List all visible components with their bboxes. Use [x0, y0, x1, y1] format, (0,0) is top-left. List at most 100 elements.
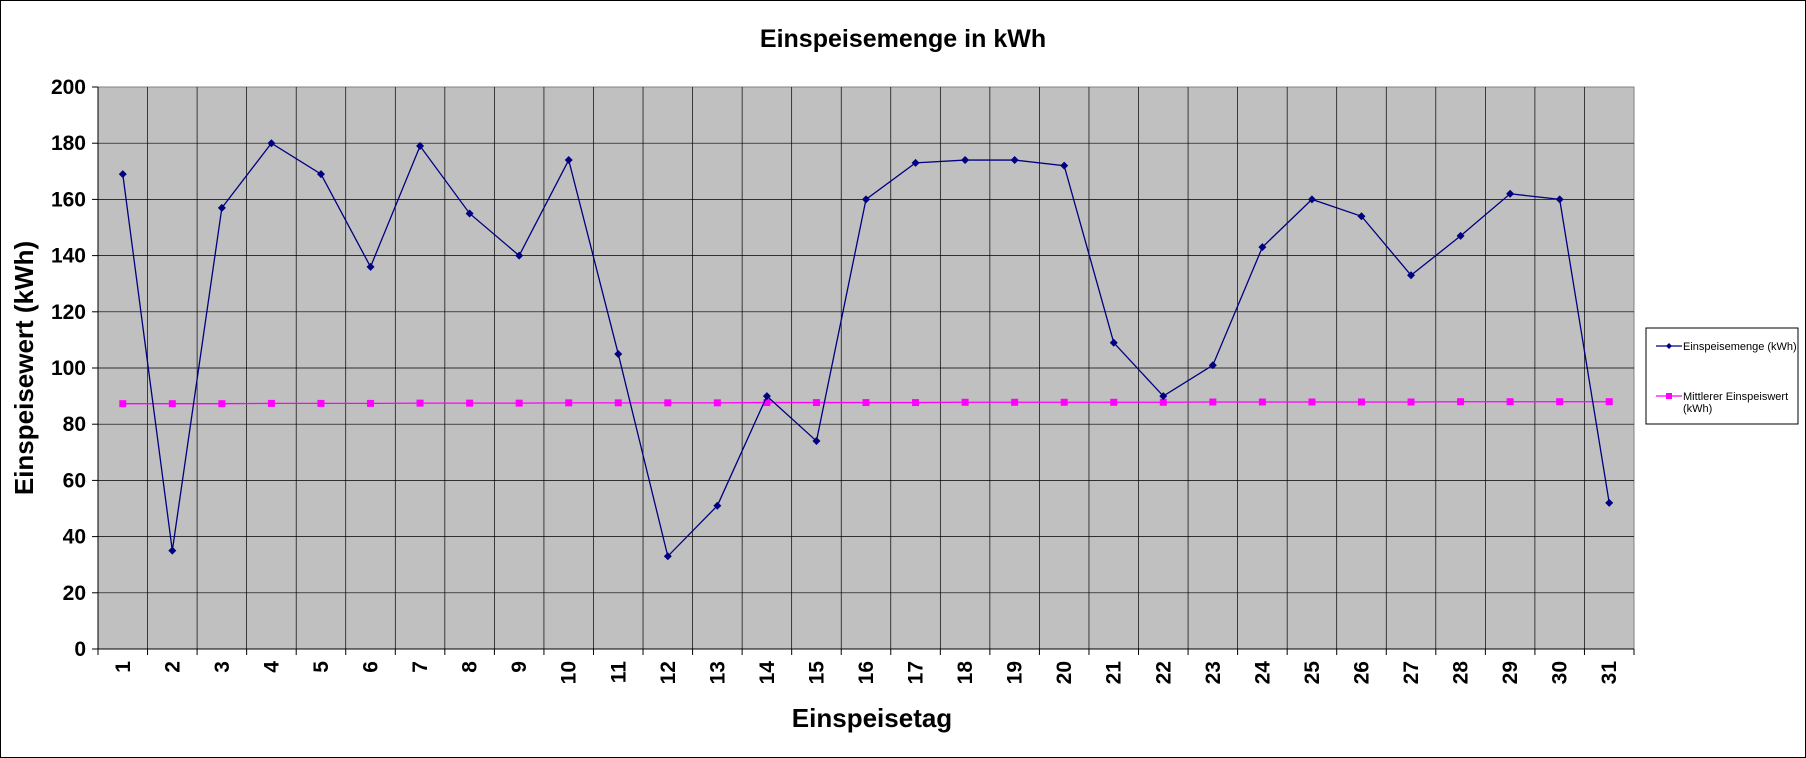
x-tick-label: 27 [1400, 661, 1423, 684]
data-point [267, 139, 276, 148]
data-point [1307, 195, 1316, 204]
data-point [218, 400, 226, 408]
x-tick-label: 2 [161, 661, 184, 673]
data-point [812, 437, 821, 446]
x-tick-label: 15 [805, 661, 828, 685]
x-tick-label: 25 [1301, 661, 1324, 685]
chart-title: Einspeisemenge in kWh [760, 25, 1046, 53]
x-tick-label: 3 [211, 661, 234, 673]
y-tick-label: 120 [51, 301, 86, 324]
x-tick-label: 5 [310, 661, 333, 673]
data-point [564, 156, 573, 165]
data-point [565, 399, 573, 407]
x-tick-label: 8 [459, 661, 482, 673]
data-point [317, 399, 325, 407]
x-tick-label: 6 [360, 661, 383, 673]
legend-label: Einspeisemenge (kWh) [1683, 341, 1797, 353]
data-point [1258, 398, 1266, 406]
data-point [1407, 271, 1416, 280]
data-point [614, 349, 623, 358]
data-point [1209, 398, 1217, 406]
data-point [1457, 398, 1465, 406]
x-tick-label: 28 [1450, 661, 1473, 685]
data-point [515, 251, 524, 260]
x-tick-label: 26 [1350, 661, 1373, 684]
y-axis-ticks: 0 20 40 60 80 100 120 140 160 180 200 [51, 76, 98, 661]
y-tick-label: 80 [63, 413, 86, 436]
x-tick-label: 20 [1053, 661, 1076, 684]
legend-marker [1666, 393, 1672, 399]
data-point [1011, 398, 1019, 406]
data-point [1605, 498, 1614, 507]
y-tick-label: 100 [51, 357, 86, 380]
x-tick-label: 18 [954, 661, 977, 685]
data-point [812, 399, 820, 407]
data-point [663, 552, 672, 561]
data-point [862, 399, 870, 407]
data-point [1506, 398, 1514, 406]
legend-box [1645, 327, 1799, 425]
data-point [762, 392, 771, 401]
legend-label-line: (kWh) [1683, 403, 1712, 415]
x-tick-label: 29 [1499, 661, 1522, 684]
data-point [1357, 212, 1366, 221]
data-point [664, 399, 672, 407]
legend-label: Mittlerer Einspeiswert (kWh) [1683, 391, 1788, 415]
y-axis-title: Einspeisewert (kWh) [9, 241, 39, 495]
data-point [961, 156, 970, 165]
y-tick-label: 60 [63, 469, 86, 492]
y-tick-label: 200 [51, 76, 86, 99]
data-point [1555, 195, 1564, 204]
x-tick-label: 11 [607, 661, 630, 684]
grid-lines [97, 87, 1634, 650]
data-point [911, 158, 920, 167]
data-point [713, 501, 722, 510]
x-axis-title: Einspeisetag [792, 703, 952, 733]
data-point [1110, 398, 1118, 406]
x-tick-label: 4 [260, 661, 283, 673]
x-tick-label: 17 [905, 661, 928, 684]
data-point [515, 399, 523, 407]
data-point [367, 399, 375, 407]
x-tick-label: 12 [657, 661, 680, 684]
y-tick-label: 140 [51, 245, 86, 268]
data-point [316, 170, 325, 179]
data-point [1506, 189, 1515, 198]
data-point [1159, 392, 1168, 401]
data-point [1010, 156, 1019, 165]
data-point [416, 142, 425, 151]
data-point [1208, 361, 1217, 370]
data-point [1109, 338, 1118, 347]
data-point [118, 170, 127, 179]
y-tick-label: 160 [51, 188, 86, 211]
data-point [168, 546, 177, 555]
data-point [366, 262, 375, 271]
x-tick-label: 30 [1549, 661, 1572, 684]
x-tick-label: 13 [706, 661, 729, 684]
x-axis-ticks: 1 2 3 4 5 6 7 8 9 10 11 12 13 14 15 16 17 18 19 20 21 22 23 24 2… [97, 649, 1635, 685]
x-tick-label: 22 [1152, 661, 1175, 684]
x-tick-label: 21 [1103, 661, 1126, 685]
series-square [119, 398, 1613, 408]
data-point [1159, 398, 1167, 406]
y-tick-label: 180 [51, 132, 86, 155]
data-point [466, 399, 474, 407]
data-point [763, 399, 771, 407]
x-tick-label: 19 [1004, 661, 1027, 684]
data-point [614, 399, 622, 407]
x-tick-label: 24 [1251, 661, 1274, 685]
series-layer [118, 139, 1614, 561]
x-tick-label: 7 [409, 661, 432, 673]
data-point [416, 399, 424, 407]
data-point [1456, 231, 1465, 240]
data-point [912, 399, 920, 407]
x-tick-label: 1 [112, 661, 135, 673]
data-point [1556, 398, 1564, 406]
legend-marker [1666, 343, 1672, 349]
data-point [1308, 398, 1316, 406]
y-tick-label: 0 [74, 638, 86, 661]
data-point [1060, 161, 1069, 170]
legend-label-line: Einspeisemenge (kWh) [1683, 341, 1797, 353]
